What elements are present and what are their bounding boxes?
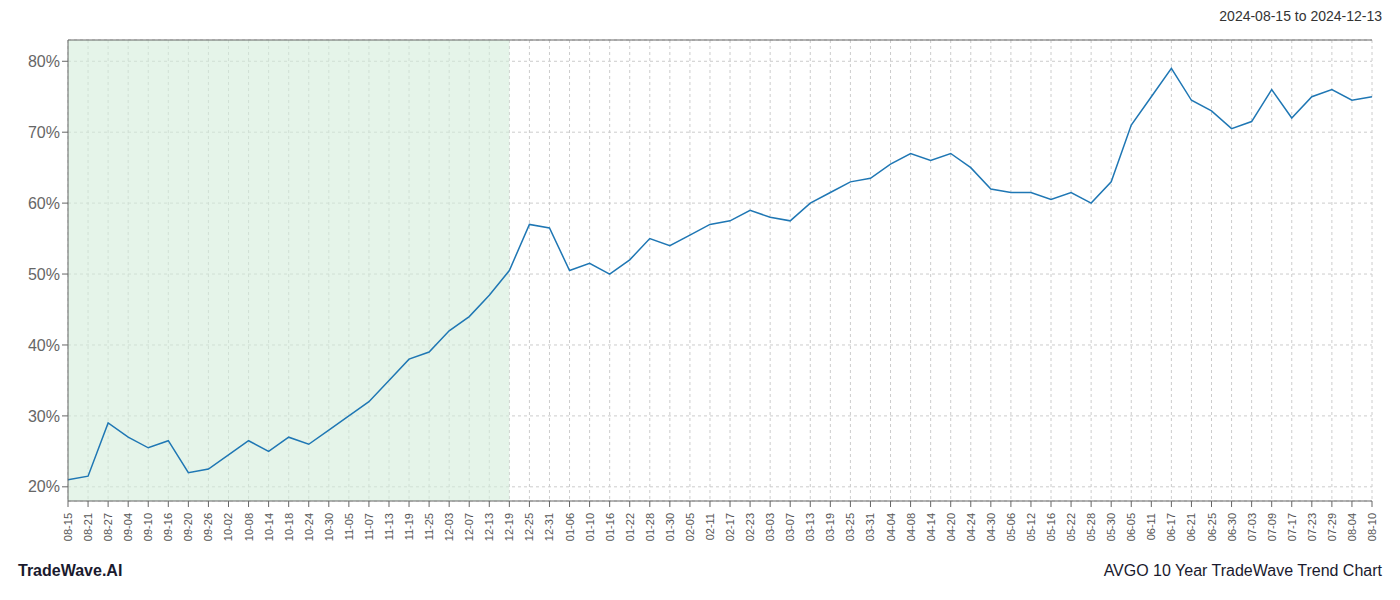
svg-text:07-03: 07-03 (1246, 513, 1258, 541)
svg-text:08-10: 08-10 (1366, 513, 1378, 541)
svg-text:06-11: 06-11 (1145, 513, 1157, 540)
svg-text:10-30: 10-30 (323, 513, 335, 541)
svg-text:04-14: 04-14 (925, 513, 937, 541)
svg-text:40%: 40% (28, 337, 60, 354)
svg-text:01-30: 01-30 (664, 513, 676, 541)
svg-text:08-15: 08-15 (62, 513, 74, 541)
svg-text:12-13: 12-13 (483, 513, 495, 541)
svg-text:07-29: 07-29 (1326, 513, 1338, 541)
svg-text:12-19: 12-19 (503, 513, 515, 541)
svg-text:02-23: 02-23 (744, 513, 756, 541)
svg-text:03-19: 03-19 (824, 513, 836, 541)
svg-text:20%: 20% (28, 478, 60, 495)
svg-text:04-30: 04-30 (985, 513, 997, 541)
svg-text:07-17: 07-17 (1286, 513, 1298, 541)
svg-text:10-24: 10-24 (303, 513, 315, 541)
svg-text:60%: 60% (28, 195, 60, 212)
svg-text:30%: 30% (28, 408, 60, 425)
svg-text:09-16: 09-16 (162, 513, 174, 541)
svg-text:11-25: 11-25 (423, 513, 435, 540)
svg-text:12-07: 12-07 (463, 513, 475, 541)
svg-text:80%: 80% (28, 53, 60, 70)
svg-text:09-26: 09-26 (202, 513, 214, 541)
svg-text:06-17: 06-17 (1165, 513, 1177, 541)
svg-text:04-04: 04-04 (885, 513, 897, 541)
svg-text:01-28: 01-28 (644, 513, 656, 541)
svg-text:02-17: 02-17 (724, 513, 736, 541)
svg-text:11-19: 11-19 (403, 513, 415, 540)
svg-text:01-16: 01-16 (604, 513, 616, 541)
svg-text:10-18: 10-18 (283, 513, 295, 541)
svg-text:70%: 70% (28, 124, 60, 141)
html-text:2024-08-15 to 2024-12-13: 2024-08-15 to 2024-12-13 (1219, 8, 1382, 24)
svg-text:07-23: 07-23 (1306, 513, 1318, 541)
svg-text:12-25: 12-25 (523, 513, 535, 541)
svg-text:04-24: 04-24 (965, 513, 977, 541)
svg-text:03-03: 03-03 (764, 513, 776, 541)
svg-text:06-21: 06-21 (1185, 513, 1197, 541)
svg-text:05-06: 05-06 (1005, 513, 1017, 541)
svg-text:06-30: 06-30 (1226, 513, 1238, 541)
svg-text:04-20: 04-20 (945, 513, 957, 541)
svg-text:05-28: 05-28 (1085, 513, 1097, 541)
svg-text:02-05: 02-05 (684, 513, 696, 541)
svg-text:06-05: 06-05 (1125, 513, 1137, 541)
svg-text:12-03: 12-03 (443, 513, 455, 541)
html-text:AVGO 10 Year TradeWave Trend C: AVGO 10 Year TradeWave Trend Chart (1103, 562, 1382, 579)
svg-text:10-02: 10-02 (222, 513, 234, 541)
svg-text:03-07: 03-07 (784, 513, 796, 541)
html-text:TradeWave.AI: TradeWave.AI (18, 562, 123, 579)
svg-text:04-08: 04-08 (905, 513, 917, 541)
svg-text:09-10: 09-10 (142, 513, 154, 541)
svg-text:08-04: 08-04 (1346, 513, 1358, 541)
svg-text:06-25: 06-25 (1206, 513, 1218, 541)
svg-text:05-16: 05-16 (1045, 513, 1057, 541)
svg-text:01-06: 01-06 (564, 513, 576, 541)
svg-text:10-14: 10-14 (263, 513, 275, 541)
svg-text:03-25: 03-25 (844, 513, 856, 541)
svg-text:01-10: 01-10 (584, 513, 596, 541)
svg-text:08-21: 08-21 (82, 513, 94, 541)
svg-text:01-22: 01-22 (624, 513, 636, 541)
svg-text:11-13: 11-13 (383, 513, 395, 540)
svg-text:11-07: 11-07 (363, 513, 375, 540)
svg-text:10-08: 10-08 (243, 513, 255, 541)
svg-text:05-22: 05-22 (1065, 513, 1077, 541)
svg-text:08-27: 08-27 (102, 513, 114, 541)
svg-text:12-31: 12-31 (543, 513, 555, 541)
svg-text:05-12: 05-12 (1025, 513, 1037, 541)
svg-text:09-04: 09-04 (122, 513, 134, 541)
svg-text:03-13: 03-13 (804, 513, 816, 541)
svg-text:05-30: 05-30 (1105, 513, 1117, 541)
svg-text:03-31: 03-31 (864, 513, 876, 541)
svg-text:07-09: 07-09 (1266, 513, 1278, 541)
svg-text:50%: 50% (28, 266, 60, 283)
svg-text:09-20: 09-20 (182, 513, 194, 541)
svg-text:11-05: 11-05 (343, 513, 355, 540)
svg-text:02-11: 02-11 (704, 513, 716, 540)
